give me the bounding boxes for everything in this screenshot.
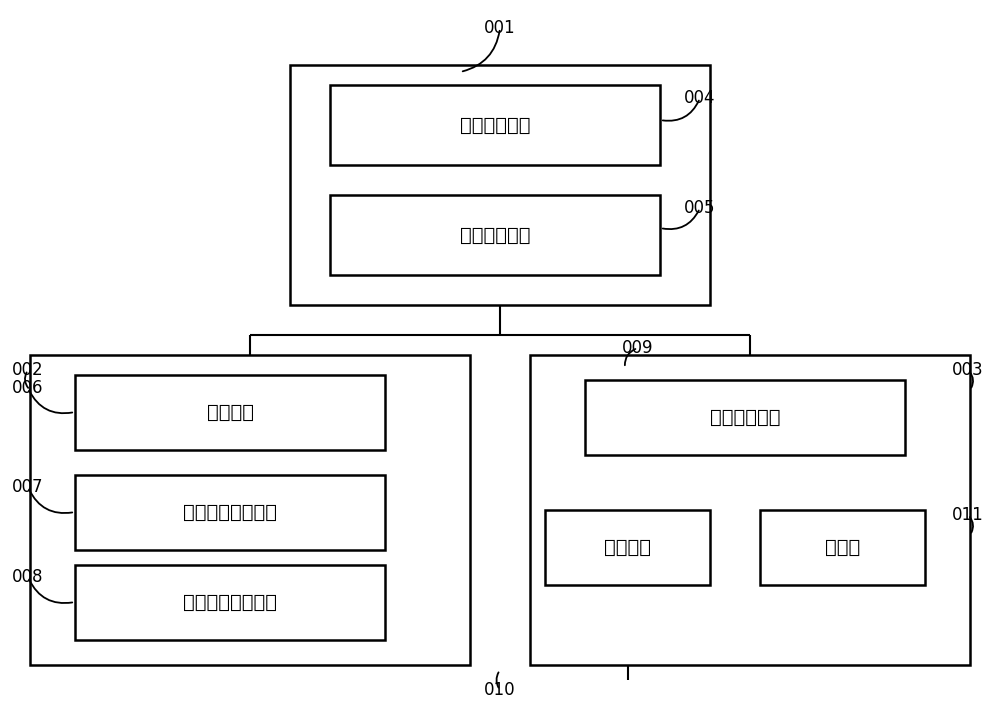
Text: 005: 005 xyxy=(684,199,716,217)
Text: 009: 009 xyxy=(622,339,654,357)
Text: 003: 003 xyxy=(952,361,984,379)
Bar xyxy=(530,355,970,665)
Bar xyxy=(75,475,385,550)
Bar xyxy=(760,510,925,585)
Bar xyxy=(75,565,385,640)
Bar xyxy=(330,195,660,275)
Text: 006: 006 xyxy=(12,379,44,397)
Text: 摄像头: 摄像头 xyxy=(825,538,860,557)
Text: 010: 010 xyxy=(484,681,516,699)
Text: 激光雷达: 激光雷达 xyxy=(604,538,651,557)
Text: 定位模块: 定位模块 xyxy=(207,403,254,422)
Text: 007: 007 xyxy=(12,478,44,496)
Text: 002: 002 xyxy=(12,361,44,379)
Text: 008: 008 xyxy=(12,568,44,586)
Text: 车辆底盘控制模块: 车辆底盘控制模块 xyxy=(183,593,277,612)
Text: 004: 004 xyxy=(684,89,716,107)
Text: 无人驾驶控制模块: 无人驾驶控制模块 xyxy=(183,503,277,522)
Text: 全局优化模块: 全局优化模块 xyxy=(460,115,530,134)
Text: 011: 011 xyxy=(952,506,984,524)
Text: 任务调度模块: 任务调度模块 xyxy=(460,226,530,245)
Bar xyxy=(30,355,470,665)
Bar xyxy=(330,85,660,165)
Text: 边缘计算模块: 边缘计算模块 xyxy=(710,408,780,427)
Bar xyxy=(585,380,905,455)
Bar xyxy=(75,375,385,450)
Text: 001: 001 xyxy=(484,19,516,37)
Bar xyxy=(545,510,710,585)
Bar xyxy=(290,65,710,305)
